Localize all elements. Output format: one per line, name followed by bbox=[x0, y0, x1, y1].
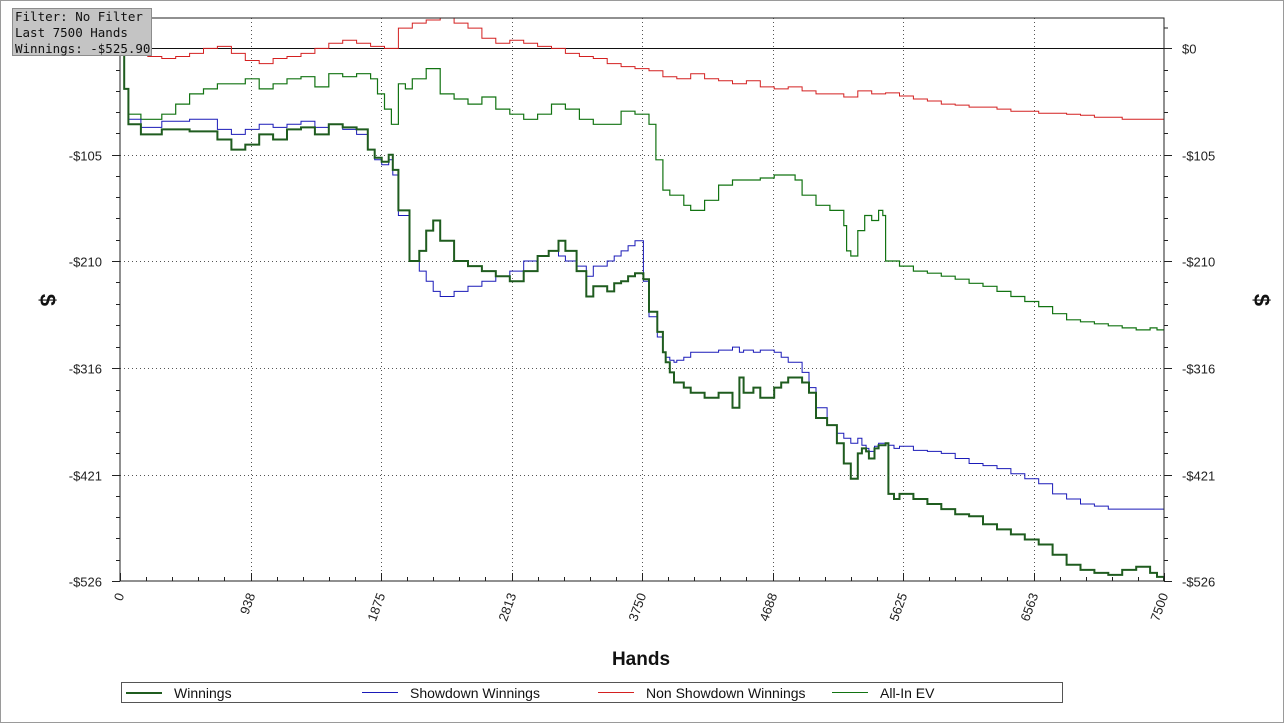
legend-label-winnings: Winnings bbox=[174, 684, 232, 701]
series-lines bbox=[120, 17, 1165, 581]
y-tick-label-left: -$526 bbox=[69, 575, 102, 590]
legend-label-showdown: Showdown Winnings bbox=[410, 684, 540, 701]
x-tick-label: 938 bbox=[237, 591, 259, 617]
legend-swatch-winnings bbox=[126, 691, 162, 694]
legend-item-allin-ev: All-In EV bbox=[832, 683, 934, 702]
y-tick-label-left: -$210 bbox=[69, 255, 102, 270]
legend-swatch-showdown bbox=[362, 692, 398, 693]
y-tick-label-right: -$421 bbox=[1182, 469, 1215, 484]
y-tick-label-right: -$526 bbox=[1182, 575, 1215, 590]
x-tick-label: 0 bbox=[111, 591, 128, 603]
legend: Winnings Showdown Winnings Non Showdown … bbox=[121, 682, 1063, 703]
y-tick-label-right: $0 bbox=[1182, 42, 1196, 57]
legend-label-allin-ev: All-In EV bbox=[880, 684, 935, 701]
y-tick-label-right: -$105 bbox=[1182, 149, 1215, 164]
x-tick-label: 2813 bbox=[495, 591, 519, 623]
filter-info-box: Filter: No Filter Last 7500 Hands Winnin… bbox=[12, 8, 152, 56]
y-tick-label-right: -$316 bbox=[1182, 362, 1215, 377]
y-tick-label-right: -$210 bbox=[1182, 255, 1215, 270]
legend-item-winnings: Winnings bbox=[126, 683, 232, 702]
x-axis-title: Hands bbox=[612, 649, 670, 670]
legend-item-non-showdown: Non Showdown Winnings bbox=[598, 683, 806, 702]
y-axis-title-left: $ bbox=[35, 294, 60, 306]
x-tick-label: 6563 bbox=[1017, 591, 1041, 623]
y-axis-title-right: $ bbox=[1249, 294, 1274, 306]
x-tick-label: 7500 bbox=[1147, 591, 1171, 623]
y-tick-label-left: -$421 bbox=[69, 469, 102, 484]
x-tick-label: 3750 bbox=[625, 591, 649, 623]
filter-label: Filter: No Filter bbox=[15, 9, 143, 24]
x-tick-label: 4688 bbox=[756, 591, 780, 623]
winnings-label: Winnings: -$525.90 bbox=[15, 41, 151, 56]
y-tick-label-left: -$316 bbox=[69, 362, 102, 377]
axes: 09381875281337504688562565637500$0$0-$10… bbox=[69, 17, 1215, 623]
y-tick-label-left: -$105 bbox=[69, 149, 102, 164]
series-line-all-in-ev bbox=[120, 47, 1164, 331]
series-line-winnings bbox=[120, 47, 1165, 581]
series-line-non-showdown-winnings bbox=[120, 17, 1165, 124]
hands-range-label: Last 7500 Hands bbox=[15, 25, 128, 40]
legend-swatch-allin-ev bbox=[832, 692, 868, 693]
legend-label-non-showdown: Non Showdown Winnings bbox=[646, 684, 806, 701]
legend-swatch-non-showdown bbox=[598, 692, 634, 693]
x-tick-label: 1875 bbox=[364, 591, 388, 623]
grid-lines bbox=[120, 18, 1164, 581]
legend-item-showdown: Showdown Winnings bbox=[362, 683, 540, 702]
x-tick-label: 5625 bbox=[886, 591, 910, 623]
